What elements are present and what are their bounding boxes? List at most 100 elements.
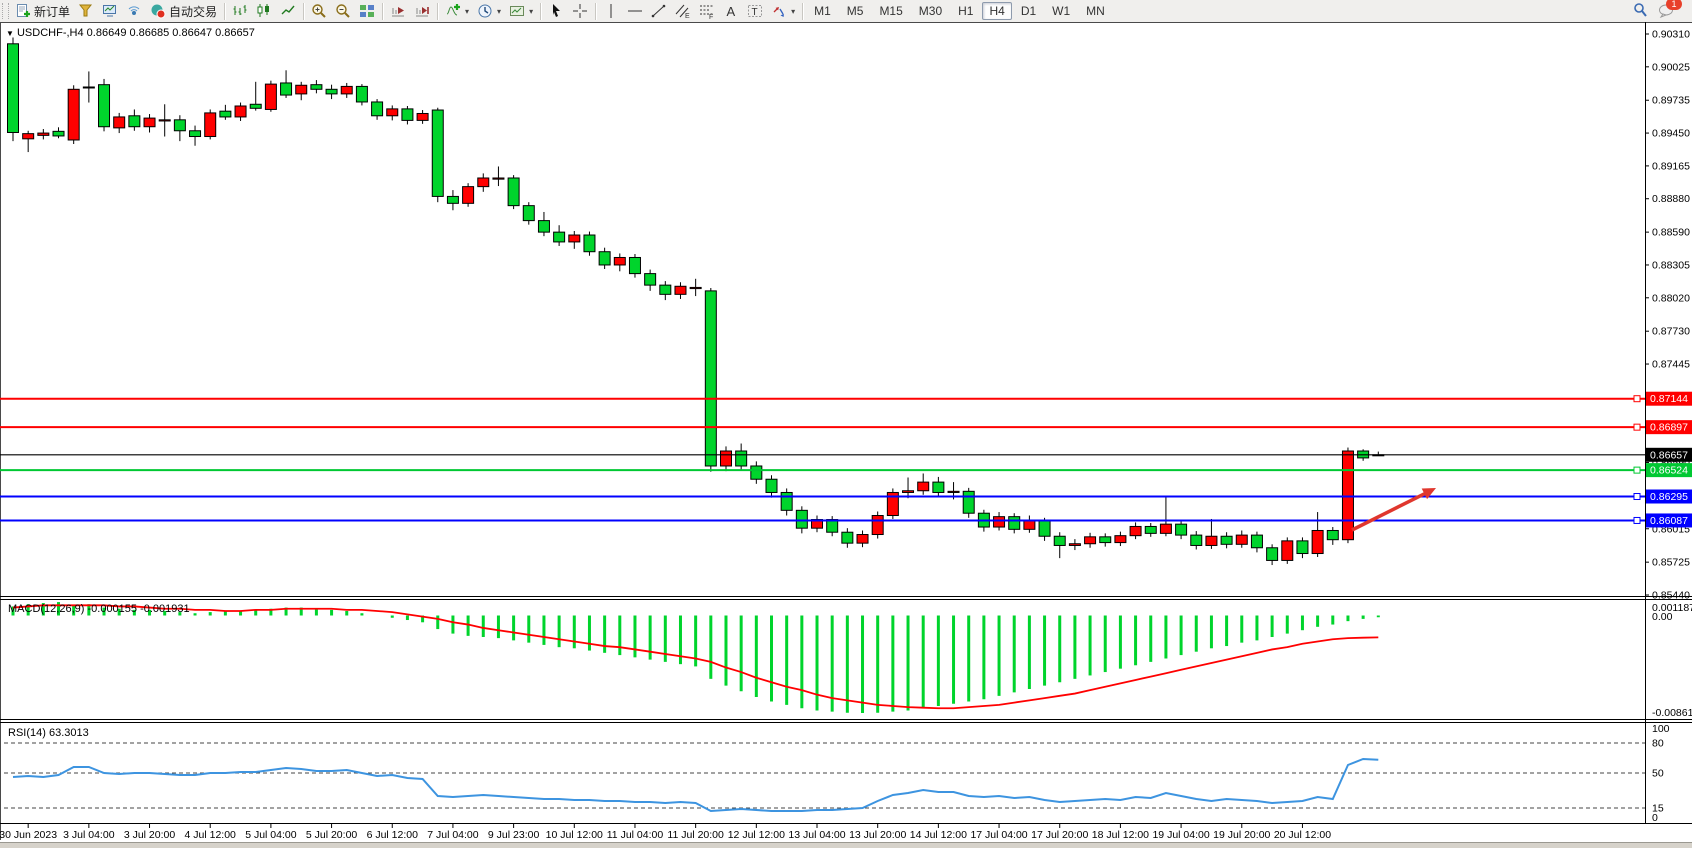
- chart-collapse-icon[interactable]: ▼: [6, 29, 14, 38]
- candlestick-chart-button[interactable]: [252, 1, 276, 21]
- time-axis-label: 6 Jul 12:00: [367, 829, 419, 841]
- indicators-button[interactable]: ▾: [441, 1, 473, 21]
- candle-bear: [189, 130, 202, 138]
- timeframe-w1-button[interactable]: W1: [1052, 4, 1071, 18]
- arrows-icon: [771, 3, 787, 19]
- candle-bear: [249, 103, 262, 109]
- candle-bull: [1205, 535, 1218, 546]
- chart-window[interactable]: 0.90310 0.90025 0.89735 0.89450 0.89165 0.888…: [0, 22, 1692, 842]
- time-axis-label: 30 Jun 2023: [0, 829, 57, 841]
- zoom-in-button[interactable]: [307, 1, 331, 21]
- fibonacci-icon: F: [699, 3, 715, 21]
- rsi-axis-label: 15: [1652, 803, 1664, 815]
- vertical-line-button[interactable]: [599, 1, 623, 21]
- candle-bull: [917, 481, 930, 492]
- timeframe-m30-button[interactable]: M30: [918, 4, 943, 18]
- candle-bear: [1250, 534, 1263, 549]
- candle-bear: [128, 115, 141, 128]
- candle-bear: [446, 195, 459, 204]
- crosshair-button[interactable]: [568, 1, 592, 21]
- rsi-axis-label: 50: [1652, 768, 1664, 780]
- rsi-axis-label: 80: [1652, 738, 1664, 750]
- time-axis-label: 17 Jul 04:00: [970, 829, 1027, 841]
- candle-bear: [1266, 547, 1279, 561]
- timeframe-mn-button[interactable]: MN: [1086, 4, 1105, 18]
- chart-canvas[interactable]: 0.90310 0.90025 0.89735 0.89450 0.89165 0.888…: [0, 22, 1692, 842]
- templates-button[interactable]: ▾: [505, 1, 537, 21]
- horizontal-line-button[interactable]: [623, 1, 647, 21]
- arrows-button[interactable]: ▾: [767, 1, 799, 21]
- auto-trading-button[interactable]: 自动交易: [146, 1, 221, 21]
- hline-anchor-marker: [1633, 423, 1641, 431]
- chevron-down-icon[interactable]: ▾: [465, 6, 470, 16]
- price-axis-label: 0.88020: [1652, 292, 1690, 304]
- candle-bull: [719, 450, 732, 467]
- candle-bear: [325, 88, 338, 95]
- new-order-button[interactable]: 新订单: [11, 1, 74, 21]
- trend-arrow-head[interactable]: [1421, 488, 1436, 500]
- text-label-button[interactable]: T: [743, 1, 767, 21]
- candle-bull: [37, 132, 50, 136]
- cursor-button[interactable]: [544, 1, 568, 21]
- time-axis-label: 3 Jul 20:00: [124, 829, 176, 841]
- bar-chart-button[interactable]: [228, 1, 252, 21]
- chevron-down-icon[interactable]: ▾: [791, 6, 796, 16]
- timeframe-h4-button[interactable]: H4: [982, 2, 1012, 20]
- candle-bull: [340, 85, 353, 95]
- timeframe-d1-button[interactable]: D1: [1020, 4, 1037, 18]
- chat-button[interactable]: 1: [1658, 0, 1682, 20]
- auto-scroll-button[interactable]: [386, 1, 410, 21]
- fibonacci-button[interactable]: F: [695, 1, 719, 21]
- trend-arrow-object[interactable]: [1351, 490, 1429, 532]
- candle-bear: [962, 490, 975, 514]
- candle-bear: [750, 465, 763, 480]
- candle-bull: [689, 286, 702, 290]
- line-chart-button[interactable]: [276, 1, 300, 21]
- price-tag: [1646, 447, 1692, 462]
- candle-bull: [886, 491, 899, 517]
- equidistant-channel-button[interactable]: E: [671, 1, 695, 21]
- rsi-line: [12, 757, 1379, 813]
- candle-bear: [355, 85, 368, 103]
- market-watch-button[interactable]: [98, 1, 122, 21]
- styler-icon: [78, 3, 94, 19]
- zoom-out-button[interactable]: [331, 1, 355, 21]
- candle-bull: [204, 112, 217, 138]
- horizontal-line-icon: [627, 3, 643, 19]
- price-tag: [1646, 489, 1692, 504]
- timeframe-h1-button[interactable]: H1: [958, 4, 974, 18]
- time-axis-label: 13 Jul 20:00: [849, 829, 906, 841]
- time-axis-label: 3 Jul 04:00: [63, 829, 115, 841]
- chevron-down-icon[interactable]: ▾: [497, 6, 502, 16]
- chevron-down-icon[interactable]: ▾: [529, 6, 534, 16]
- price-tag: [1646, 420, 1692, 435]
- timeframe-m15-button[interactable]: M15: [879, 4, 903, 18]
- chart-ohlc-values: 0.86649 0.86685 0.86647 0.86657: [86, 27, 255, 39]
- toolbar-separator: [303, 2, 305, 20]
- price-axis-label: 0.88305: [1652, 259, 1690, 271]
- price-axis-label: 0.89450: [1652, 128, 1690, 140]
- candle-bull: [158, 119, 171, 122]
- timeframe-m1-button[interactable]: M1: [814, 4, 831, 18]
- hline-anchor-marker: [1633, 466, 1641, 474]
- text-button[interactable]: A: [719, 1, 743, 21]
- candle-bear: [765, 478, 778, 493]
- periods-button[interactable]: ▾: [473, 1, 505, 21]
- templates-icon: [509, 3, 525, 19]
- trendline-button[interactable]: [647, 1, 671, 21]
- candle-bear: [598, 251, 611, 266]
- chart-shift-button[interactable]: [410, 1, 434, 21]
- timeframe-m5-button[interactable]: M5: [846, 4, 864, 18]
- time-axis-label: 10 Jul 12:00: [546, 829, 603, 841]
- candle-bear: [795, 509, 808, 529]
- search-icon[interactable]: [1632, 2, 1648, 21]
- tile-windows-icon: [359, 3, 375, 19]
- price-tag: [1646, 463, 1692, 478]
- tile-windows-button[interactable]: [355, 1, 379, 21]
- signals-button[interactable]: [122, 1, 146, 21]
- styler-button[interactable]: [74, 1, 98, 21]
- candle-bull: [1068, 543, 1081, 546]
- candle-bull: [1159, 523, 1172, 534]
- candle-bear: [1190, 534, 1203, 546]
- price-tag: [1646, 513, 1692, 528]
